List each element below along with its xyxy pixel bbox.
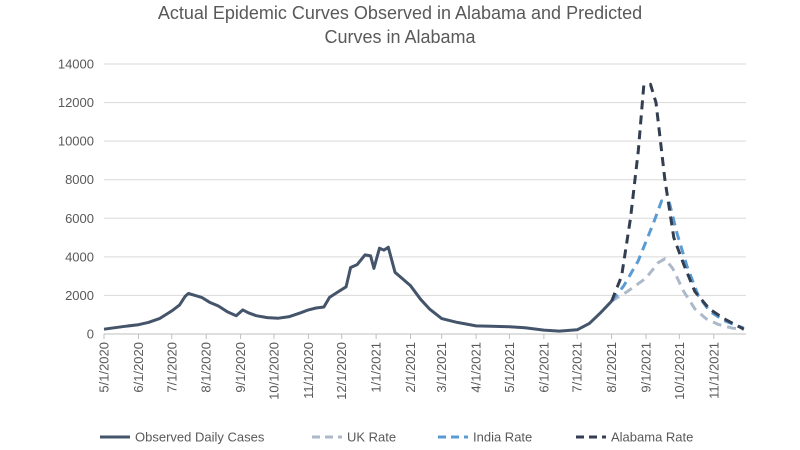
x-tick-label: 11/1/2021 xyxy=(706,342,721,399)
series-line-observed-daily-cases xyxy=(103,245,613,333)
x-tick-label: 9/1/2020 xyxy=(233,342,248,393)
x-tick-label: 3/1/2021 xyxy=(434,342,449,393)
x-tick-label: 10/1/2021 xyxy=(672,342,687,400)
x-tick-label: 6/1/2020 xyxy=(131,342,146,393)
x-tick-label: 4/1/2021 xyxy=(469,342,484,393)
legend-label-uk-rate: UK Rate xyxy=(347,430,396,445)
x-tick-label: 1/1/2021 xyxy=(369,342,384,393)
y-tick-label: 0 xyxy=(87,327,94,342)
x-tick-label: 8/1/2020 xyxy=(199,342,214,393)
x-tick-label: 8/1/2021 xyxy=(604,342,619,393)
y-tick-label: 10000 xyxy=(58,134,94,149)
y-tick-label: 4000 xyxy=(65,249,94,264)
x-tick-label: 9/1/2021 xyxy=(639,342,654,393)
x-tick-label: 6/1/2021 xyxy=(536,342,551,393)
y-axis: 0 2000 4000 6000 8000 10000 12000 14000 xyxy=(58,57,94,342)
x-tick-label: 2/1/2021 xyxy=(403,342,418,393)
x-tick-label: 7/1/2020 xyxy=(164,342,179,393)
x-tick-label: 12/1/2020 xyxy=(334,342,349,400)
y-tick-label: 2000 xyxy=(65,288,94,303)
series-line-alabama-rate xyxy=(610,82,745,331)
series-line-india-rate xyxy=(610,199,745,330)
x-tick-label: 11/1/2020 xyxy=(301,342,316,399)
legend-label-india-rate: India Rate xyxy=(473,430,532,445)
chart-title-line-1: Actual Epidemic Curves Observed in Alaba… xyxy=(157,3,643,23)
legend: Observed Daily Cases UK Rate India Rate Ala… xyxy=(100,430,693,445)
legend-label-observed-daily-cases: Observed Daily Cases xyxy=(135,430,265,445)
x-axis: 5/1/2020 6/1/2020 7/1/2020 8/1/2020 9/1/2020… xyxy=(97,333,746,400)
series-lines xyxy=(103,82,745,333)
gridlines xyxy=(104,63,746,296)
y-tick-label: 12000 xyxy=(58,95,94,110)
series-line-uk-rate xyxy=(610,257,744,331)
chart-title: Actual Epidemic Curves Observed in Alaba… xyxy=(0,1,800,49)
y-tick-label: 14000 xyxy=(58,57,94,72)
x-tick-label: 5/1/2020 xyxy=(97,342,112,393)
x-tick-label: 7/1/2021 xyxy=(570,342,585,393)
x-tick-label: 5/1/2021 xyxy=(502,342,517,393)
chart-title-line-2: Curves in Alabama xyxy=(324,27,476,47)
y-tick-label: 6000 xyxy=(65,211,94,226)
legend-label-alabama-rate: Alabama Rate xyxy=(611,430,693,445)
x-tick-label: 10/1/2020 xyxy=(266,342,281,400)
y-tick-label: 8000 xyxy=(65,172,94,187)
